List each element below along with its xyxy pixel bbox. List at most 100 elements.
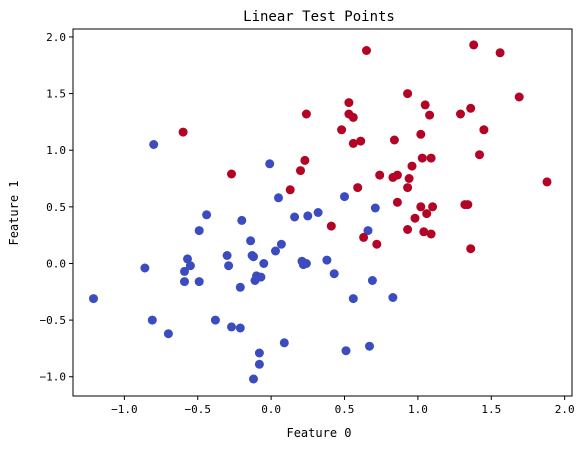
data-point bbox=[389, 135, 399, 145]
y-axis-ticks: −1.0 −0.5 0.0 0.5 1.0 1.5 2.0 bbox=[40, 31, 73, 384]
data-point bbox=[370, 203, 380, 213]
data-point bbox=[274, 193, 283, 203]
data-point bbox=[348, 294, 358, 304]
x-axis-label: Feature 0 bbox=[286, 426, 351, 440]
data-point bbox=[356, 136, 366, 146]
data-point bbox=[420, 100, 430, 110]
data-point bbox=[392, 170, 402, 180]
data-point bbox=[303, 211, 313, 221]
data-point bbox=[388, 293, 398, 302]
data-point bbox=[425, 110, 435, 120]
data-point bbox=[194, 277, 204, 287]
x-tick-label: 1.0 bbox=[408, 403, 428, 416]
data-point bbox=[404, 174, 414, 183]
data-point bbox=[163, 329, 173, 339]
data-point bbox=[301, 109, 311, 119]
data-point bbox=[466, 244, 476, 254]
data-point bbox=[185, 261, 195, 271]
data-point bbox=[259, 259, 269, 268]
data-point bbox=[326, 221, 336, 231]
data-point bbox=[265, 159, 275, 169]
data-point bbox=[224, 261, 234, 271]
data-point bbox=[290, 212, 300, 222]
y-tick-label: −0.5 bbox=[40, 314, 67, 327]
plot-frame bbox=[72, 28, 573, 397]
data-point bbox=[256, 272, 266, 282]
data-point bbox=[235, 323, 245, 333]
data-point bbox=[407, 161, 417, 171]
data-point bbox=[403, 183, 413, 193]
x-tick-label: 0.5 bbox=[335, 403, 355, 416]
data-point bbox=[348, 138, 358, 148]
data-point bbox=[254, 348, 264, 358]
y-tick-label: −1.0 bbox=[40, 371, 67, 384]
data-point bbox=[183, 254, 192, 264]
data-point bbox=[279, 338, 289, 348]
data-point bbox=[285, 185, 295, 195]
data-point bbox=[140, 263, 150, 273]
data-point bbox=[426, 153, 436, 163]
data-point bbox=[348, 112, 358, 122]
data-point bbox=[403, 89, 413, 99]
data-point bbox=[367, 276, 377, 285]
data-point bbox=[362, 46, 371, 55]
y-tick-label: 2.0 bbox=[46, 31, 66, 44]
points-layer bbox=[89, 40, 552, 384]
data-point bbox=[202, 210, 212, 220]
data-point bbox=[466, 103, 476, 113]
data-point bbox=[254, 359, 264, 369]
data-point bbox=[353, 183, 363, 193]
y-tick-label: 0.5 bbox=[46, 201, 66, 214]
data-point bbox=[194, 226, 204, 236]
data-point bbox=[235, 282, 245, 292]
y-tick-label: 1.5 bbox=[46, 88, 66, 101]
y-tick-label: 1.0 bbox=[46, 144, 66, 157]
data-point bbox=[392, 197, 402, 207]
x-axis-ticks: −1.0 −0.5 0.0 0.5 1.0 1.5 2.0 bbox=[111, 396, 575, 416]
x-tick-label: −1.0 bbox=[111, 403, 138, 416]
data-point bbox=[340, 192, 349, 202]
data-point bbox=[180, 266, 189, 276]
data-point bbox=[227, 169, 236, 179]
data-point bbox=[514, 92, 524, 102]
data-point bbox=[313, 208, 323, 217]
data-point bbox=[495, 48, 505, 58]
data-point bbox=[249, 374, 258, 384]
data-point bbox=[419, 227, 429, 237]
data-point bbox=[341, 346, 351, 356]
data-point bbox=[359, 232, 369, 242]
data-point bbox=[416, 202, 426, 212]
data-point bbox=[403, 225, 413, 234]
data-point bbox=[271, 246, 280, 256]
data-point bbox=[456, 109, 465, 119]
data-point bbox=[210, 315, 220, 325]
data-point bbox=[542, 177, 552, 187]
data-point bbox=[180, 277, 189, 287]
data-point bbox=[337, 125, 347, 135]
data-point bbox=[178, 127, 188, 137]
data-point bbox=[479, 125, 489, 135]
y-axis-label: Feature 1 bbox=[7, 180, 21, 245]
data-point bbox=[417, 153, 427, 163]
data-point bbox=[365, 341, 374, 351]
data-point bbox=[227, 322, 236, 332]
data-point bbox=[296, 166, 305, 176]
x-tick-label: 2.0 bbox=[555, 403, 575, 416]
data-point bbox=[463, 200, 473, 210]
data-point bbox=[147, 315, 157, 325]
data-point bbox=[300, 155, 310, 165]
data-point bbox=[329, 269, 339, 279]
data-point bbox=[322, 255, 332, 265]
data-point bbox=[428, 202, 438, 212]
data-point bbox=[363, 226, 373, 236]
data-point bbox=[237, 215, 247, 225]
x-tick-label: −0.5 bbox=[185, 403, 212, 416]
data-point bbox=[372, 239, 382, 249]
data-point bbox=[249, 252, 258, 262]
data-point bbox=[246, 236, 256, 246]
y-tick-label: 0.0 bbox=[46, 257, 66, 270]
data-point bbox=[469, 40, 479, 50]
data-point bbox=[426, 229, 436, 239]
chart-title: Linear Test Points bbox=[243, 9, 395, 25]
